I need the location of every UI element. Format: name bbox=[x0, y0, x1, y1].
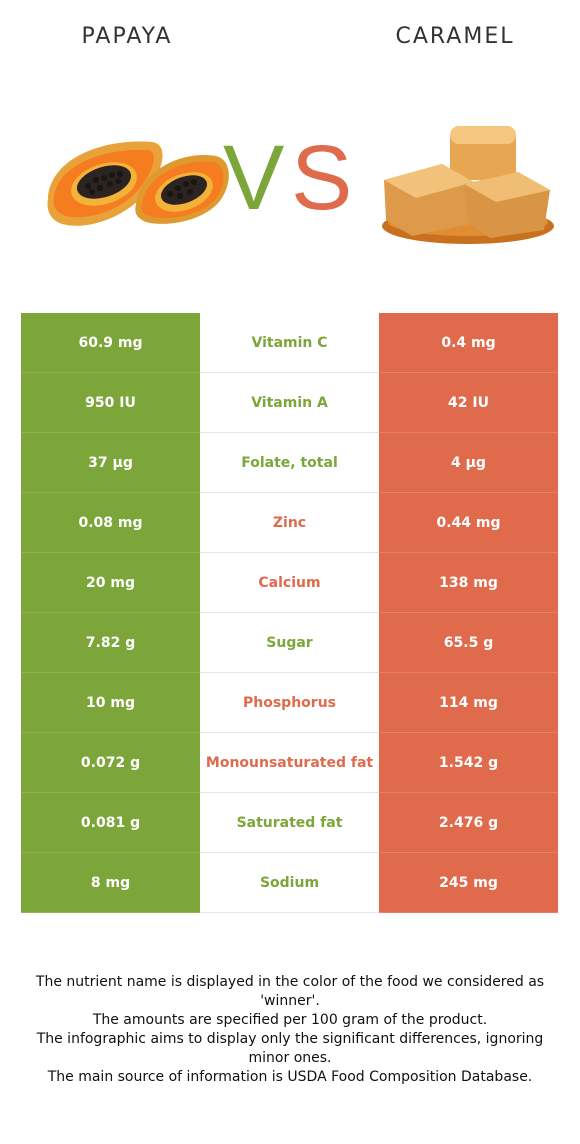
table-row: 10 mg Phosphorus 114 mg bbox=[21, 673, 558, 733]
right-value: 4 µg bbox=[379, 433, 558, 493]
table-row: 60.9 mg Vitamin C 0.4 mg bbox=[21, 313, 558, 373]
footnote: The nutrient name is displayed in the co… bbox=[20, 973, 560, 1087]
right-value: 114 mg bbox=[379, 673, 558, 733]
table-row: 0.08 mg Zinc 0.44 mg bbox=[21, 493, 558, 553]
papaya-image bbox=[47, 141, 229, 226]
left-value: 60.9 mg bbox=[21, 313, 200, 373]
nutrient-name: Saturated fat bbox=[200, 793, 379, 852]
nutrient-name: Vitamin A bbox=[200, 373, 379, 432]
nutrient-name: Monounsaturated fat bbox=[200, 733, 379, 792]
caramel-image bbox=[382, 126, 554, 244]
right-value: 65.5 g bbox=[379, 613, 558, 673]
vs-letter-v: V bbox=[223, 127, 285, 229]
right-value: 0.44 mg bbox=[379, 493, 558, 553]
nutrient-name: Sodium bbox=[200, 853, 379, 912]
left-value: 0.072 g bbox=[21, 733, 200, 793]
nutrient-name: Zinc bbox=[200, 493, 379, 552]
table-row: 0.072 g Monounsaturated fat 1.542 g bbox=[21, 733, 558, 793]
footnote-line: The infographic aims to display only the… bbox=[36, 1031, 544, 1066]
left-value: 20 mg bbox=[21, 553, 200, 613]
nutrient-name: Calcium bbox=[200, 553, 379, 612]
nutrient-name: Vitamin C bbox=[200, 313, 379, 372]
right-value: 0.4 mg bbox=[379, 313, 558, 373]
right-value: 245 mg bbox=[379, 853, 558, 913]
left-value: 8 mg bbox=[21, 853, 200, 913]
nutrient-name: Folate, total bbox=[200, 433, 379, 492]
nutrient-name: Phosphorus bbox=[200, 673, 379, 732]
table-row: 37 µg Folate, total 4 µg bbox=[21, 433, 558, 493]
table-row: 950 IU Vitamin A 42 IU bbox=[21, 373, 558, 433]
table-row: 20 mg Calcium 138 mg bbox=[21, 553, 558, 613]
footnote-line: The main source of information is USDA F… bbox=[47, 1069, 533, 1085]
left-food-title: PAPAYA bbox=[81, 24, 173, 49]
right-value: 1.542 g bbox=[379, 733, 558, 793]
right-value: 138 mg bbox=[379, 553, 558, 613]
left-value: 7.82 g bbox=[21, 613, 200, 673]
vs-logo: V S bbox=[223, 128, 353, 228]
footnote-line: The amounts are specified per 100 gram o… bbox=[92, 1012, 488, 1028]
vs-letter-s: S bbox=[291, 127, 353, 229]
right-value: 2.476 g bbox=[379, 793, 558, 853]
right-food-title: CARAMEL bbox=[395, 24, 515, 49]
footnote-line: The nutrient name is displayed in the co… bbox=[35, 974, 545, 1009]
right-value: 42 IU bbox=[379, 373, 558, 433]
table-row: 0.081 g Saturated fat 2.476 g bbox=[21, 793, 558, 853]
nutrient-name: Sugar bbox=[200, 613, 379, 672]
left-value: 10 mg bbox=[21, 673, 200, 733]
left-value: 37 µg bbox=[21, 433, 200, 493]
comparison-table: 60.9 mg Vitamin C 0.4 mg 950 IU Vitamin A 42 … bbox=[21, 313, 558, 913]
table-row: 7.82 g Sugar 65.5 g bbox=[21, 613, 558, 673]
left-value: 950 IU bbox=[21, 373, 200, 433]
left-value: 0.08 mg bbox=[21, 493, 200, 553]
left-value: 0.081 g bbox=[21, 793, 200, 853]
table-row: 8 mg Sodium 245 mg bbox=[21, 853, 558, 913]
